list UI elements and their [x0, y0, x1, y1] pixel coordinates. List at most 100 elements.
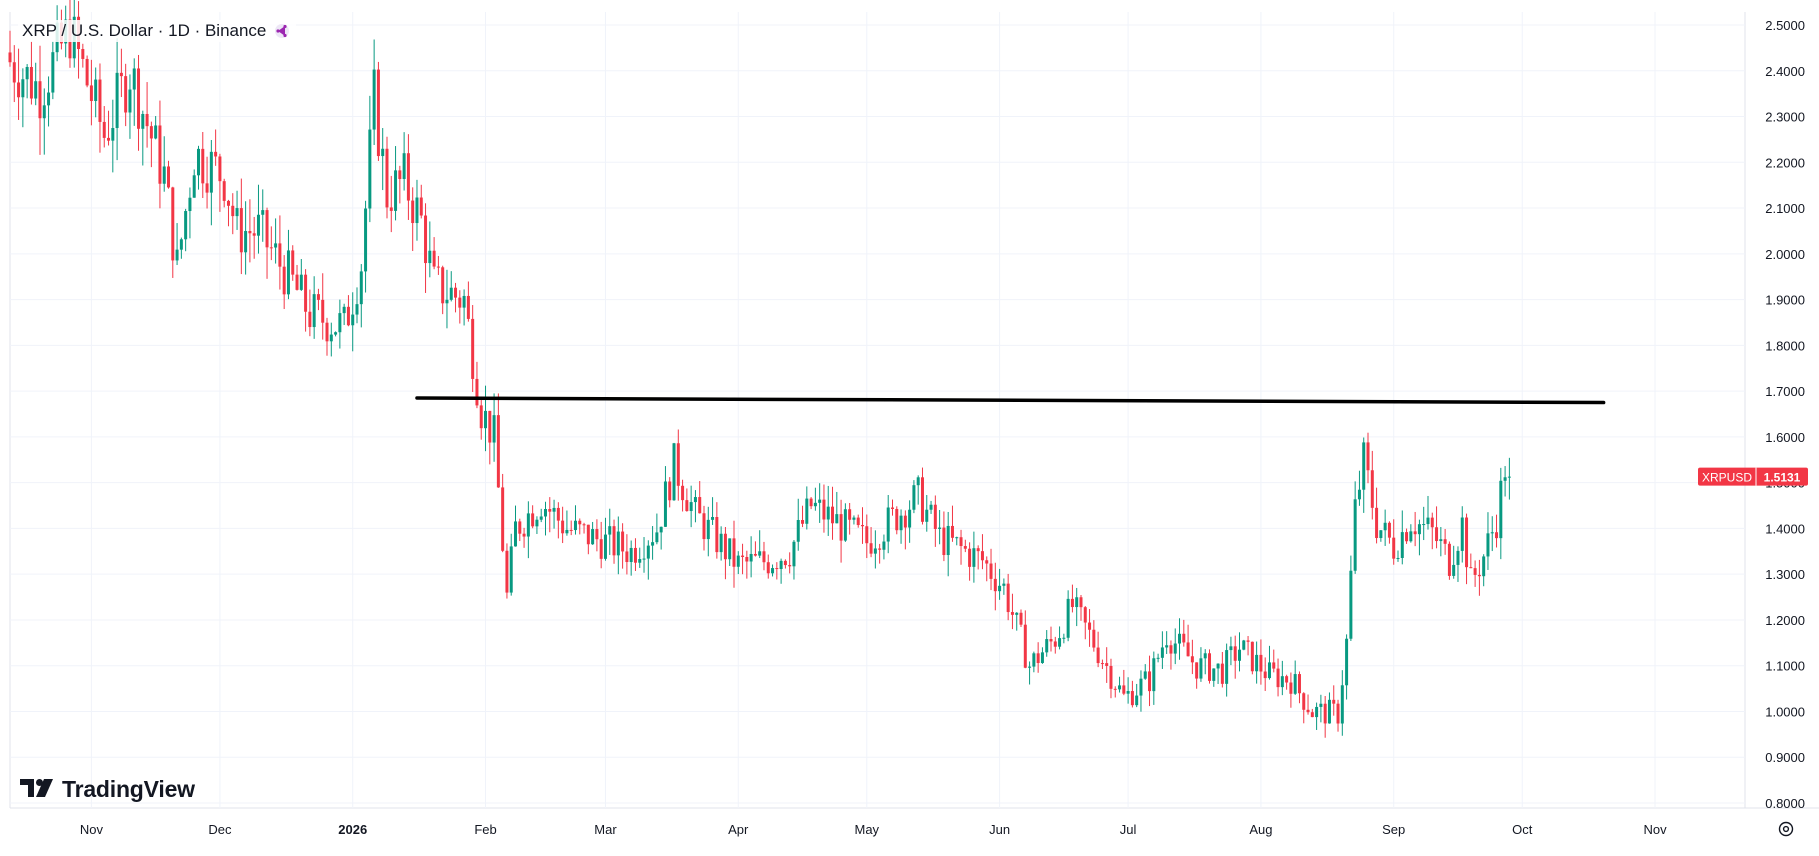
candle-body: [758, 551, 762, 556]
candle: [612, 519, 616, 564]
symbol-legend-text[interactable]: XRP / U.S. Dollar · 1D · Binance: [22, 21, 267, 40]
candle: [21, 68, 25, 128]
candle-body: [989, 563, 993, 579]
candle: [201, 131, 205, 199]
candle-body: [1143, 671, 1147, 679]
candle: [912, 480, 916, 514]
candle-body: [1195, 662, 1199, 679]
candle-body: [561, 520, 565, 534]
candle: [668, 477, 672, 508]
candle: [299, 259, 303, 291]
candle-body: [651, 542, 655, 546]
candle-body: [17, 82, 21, 98]
x-tick-label: Nov: [80, 822, 104, 837]
candle-body: [295, 274, 299, 290]
candle: [1015, 612, 1019, 631]
candle: [1259, 639, 1263, 685]
candle: [1490, 516, 1494, 552]
x-tick-label: Feb: [474, 822, 496, 837]
candle-body: [149, 126, 153, 139]
y-tick-label: 1.6000: [1765, 430, 1805, 445]
candle-body: [1323, 703, 1327, 724]
candle-body: [676, 443, 680, 486]
last-price-tag[interactable]: XRPUSD 1.5131: [1698, 467, 1808, 486]
candle: [753, 541, 757, 557]
candle: [17, 48, 21, 120]
candle-body: [1173, 643, 1177, 654]
share-arrow-icon[interactable]: [272, 21, 292, 41]
candle: [1477, 559, 1481, 596]
candle: [184, 208, 188, 252]
candle-body: [621, 531, 625, 552]
candle: [346, 295, 350, 327]
candle: [899, 509, 903, 544]
candle-body: [1375, 507, 1379, 539]
candle: [916, 475, 920, 505]
candle: [543, 501, 547, 536]
candle: [1465, 513, 1469, 585]
candle-body: [1340, 685, 1344, 724]
candle-body: [1152, 658, 1156, 692]
candle-body: [719, 533, 723, 553]
candle-body: [192, 175, 196, 198]
candle-body: [514, 521, 518, 547]
tradingview-brand[interactable]: TradingView: [20, 776, 195, 803]
candle: [256, 184, 260, 254]
candle: [261, 189, 265, 242]
candle-body: [1122, 685, 1126, 694]
candle: [158, 100, 162, 209]
candle-body: [1392, 537, 1396, 559]
tradingview-logo-icon: [20, 776, 54, 803]
x-tick-label: 2026: [338, 822, 367, 837]
candle-body: [818, 499, 822, 503]
gear-icon[interactable]: [1775, 818, 1797, 840]
candle: [1109, 658, 1113, 699]
candle-body: [89, 85, 93, 102]
symbol-legend[interactable]: XRP / U.S. Dollar · 1D · Binance: [18, 20, 297, 42]
y-tick-label: 1.7000: [1765, 384, 1805, 399]
candle: [1212, 668, 1216, 687]
candle: [938, 509, 942, 545]
candle-body: [831, 506, 835, 524]
candle: [342, 303, 346, 326]
candle: [539, 508, 543, 523]
candle-body: [582, 524, 586, 526]
candle-body: [865, 526, 869, 544]
candle: [411, 187, 415, 252]
candle-body: [325, 322, 329, 342]
candle-body: [274, 243, 278, 248]
candle: [779, 558, 783, 584]
candle: [351, 292, 355, 352]
candle: [955, 536, 959, 546]
candle-body: [47, 92, 51, 106]
candle: [424, 203, 428, 293]
candle-body: [839, 514, 843, 541]
candle: [813, 487, 817, 511]
candle-body: [878, 548, 882, 550]
candle: [1178, 618, 1182, 660]
candle: [154, 116, 158, 140]
candle-body: [415, 197, 419, 224]
candle: [1340, 670, 1344, 736]
candle: [29, 41, 33, 105]
candle-body: [1190, 656, 1194, 663]
candle: [51, 41, 55, 100]
candle: [1306, 694, 1310, 715]
candle: [458, 290, 462, 324]
candle: [968, 542, 972, 581]
candle-body: [282, 266, 286, 295]
candle: [736, 551, 740, 575]
candle: [1443, 528, 1447, 555]
candle: [252, 216, 256, 259]
x-tick-label: Jul: [1120, 822, 1137, 837]
candle-body: [1066, 598, 1070, 638]
candle-body: [484, 410, 488, 429]
candle-body: [1452, 564, 1456, 576]
candle: [149, 121, 153, 168]
candle: [436, 255, 440, 275]
candle: [329, 322, 333, 357]
candle-body: [993, 578, 997, 592]
